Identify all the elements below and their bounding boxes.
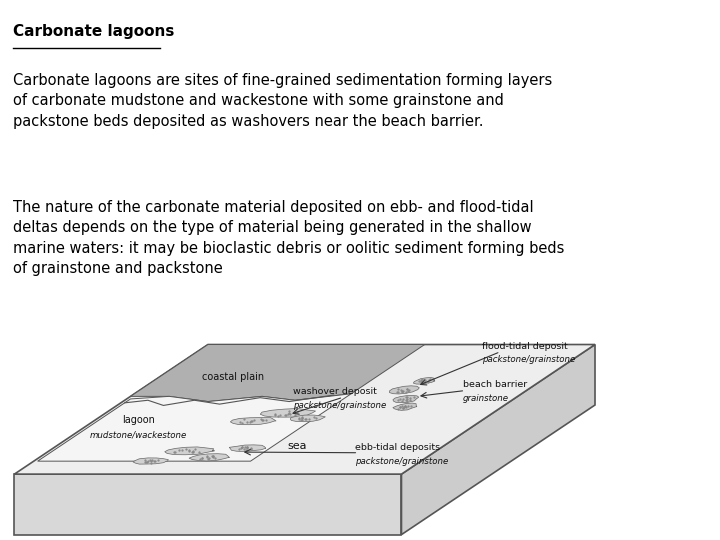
Text: packstone/grainstone: packstone/grainstone	[482, 355, 576, 364]
Polygon shape	[165, 447, 215, 455]
Polygon shape	[230, 417, 276, 424]
Text: Carbonate lagoons: Carbonate lagoons	[13, 24, 174, 39]
Text: lagoon: lagoon	[122, 415, 155, 425]
Polygon shape	[290, 415, 325, 422]
Polygon shape	[133, 458, 168, 464]
Text: The nature of the carbonate material deposited on ebb- and flood-tidal
deltas de: The nature of the carbonate material dep…	[13, 200, 564, 276]
Polygon shape	[393, 403, 417, 410]
Polygon shape	[14, 345, 595, 474]
Polygon shape	[14, 474, 402, 535]
Polygon shape	[413, 377, 435, 384]
Text: sea: sea	[287, 441, 307, 450]
Polygon shape	[130, 345, 425, 402]
Polygon shape	[390, 386, 419, 394]
Polygon shape	[393, 395, 419, 402]
Polygon shape	[402, 345, 595, 535]
Text: flood-tidal deposit: flood-tidal deposit	[482, 342, 568, 350]
Polygon shape	[229, 445, 266, 451]
Text: washover deposit: washover deposit	[293, 387, 377, 396]
Text: packstone/grainstone: packstone/grainstone	[355, 456, 448, 465]
Polygon shape	[189, 454, 230, 461]
Text: ebb-tidal deposits: ebb-tidal deposits	[355, 443, 440, 451]
Text: grainstone: grainstone	[463, 394, 509, 403]
Text: Carbonate lagoons are sites of fine-grained sedimentation forming layers
of carb: Carbonate lagoons are sites of fine-grai…	[13, 73, 552, 129]
Text: beach barrier: beach barrier	[463, 381, 527, 389]
Text: mudstone/wackestone: mudstone/wackestone	[89, 430, 187, 439]
Text: packstone/grainstone: packstone/grainstone	[293, 401, 386, 410]
Polygon shape	[37, 394, 351, 461]
Text: coastal plain: coastal plain	[202, 372, 264, 382]
Polygon shape	[260, 408, 315, 417]
